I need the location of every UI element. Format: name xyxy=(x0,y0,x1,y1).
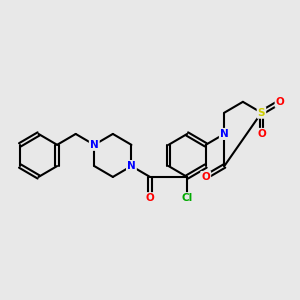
Text: N: N xyxy=(220,129,229,139)
Text: N: N xyxy=(90,140,99,150)
Text: O: O xyxy=(201,172,210,182)
Text: Cl: Cl xyxy=(182,193,193,203)
Text: O: O xyxy=(257,129,266,139)
Text: S: S xyxy=(258,108,265,118)
Text: N: N xyxy=(127,161,136,171)
Text: O: O xyxy=(276,97,284,107)
Text: O: O xyxy=(146,193,154,203)
